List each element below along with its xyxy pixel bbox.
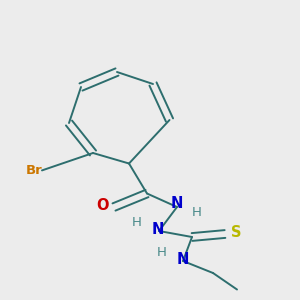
Text: H: H <box>132 216 141 229</box>
Text: N: N <box>171 196 183 211</box>
Text: N: N <box>177 252 189 267</box>
Text: N: N <box>151 222 164 237</box>
Text: Br: Br <box>26 164 43 177</box>
Text: H: H <box>157 246 166 259</box>
Text: S: S <box>231 225 242 240</box>
Text: H: H <box>192 206 201 220</box>
Text: O: O <box>96 198 109 213</box>
